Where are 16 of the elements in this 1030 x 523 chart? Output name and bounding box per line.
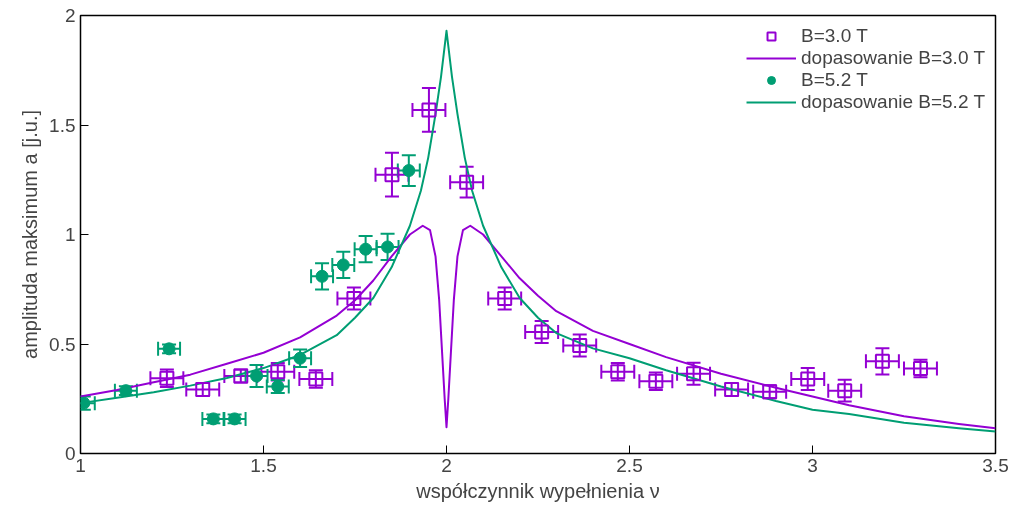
legend-label: B=3.0 T	[801, 25, 868, 47]
x-tick-label: 1.5	[250, 454, 277, 476]
y-tick-label: 1.5	[49, 114, 76, 136]
x-tick-label: 2.5	[616, 454, 643, 476]
legend-label: B=5.2 T	[801, 69, 868, 91]
y-tick-label: 2	[64, 5, 76, 26]
legend-label: dopasowanie B=5.2 T	[801, 91, 985, 113]
x-tick-label: 3.5	[982, 454, 1009, 476]
y-tick-label: 0.5	[49, 333, 76, 355]
x-axis-title: współczynnik wypełnienia ν	[415, 479, 660, 502]
legend-label: dopasowanie B=3.0 T	[801, 47, 985, 69]
x-tick-label: 2	[441, 454, 452, 476]
y-tick-label: 0	[64, 443, 76, 464]
y-axis-title: amplituda maksimum a [j.u.]	[19, 110, 42, 359]
y-tick-label: 1	[64, 224, 76, 245]
x-tick-label: 3	[807, 454, 818, 476]
